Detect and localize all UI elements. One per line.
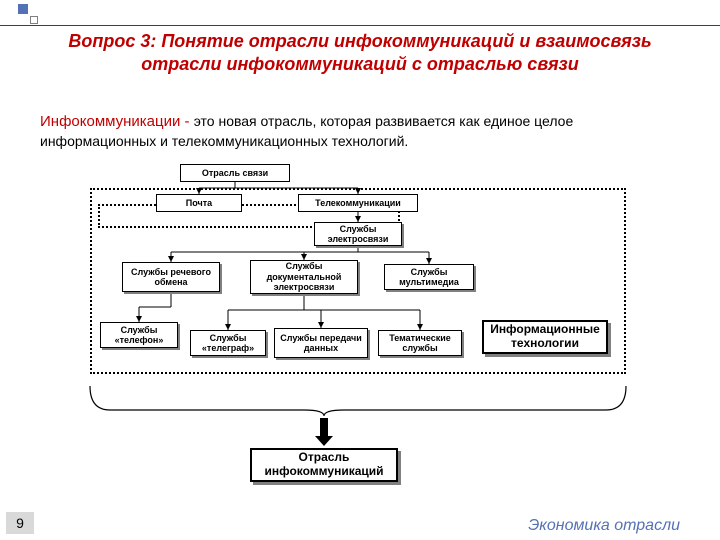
node-media: Службы мультимедиа: [384, 264, 474, 290]
node-electro: Службы электросвязи: [314, 222, 402, 246]
node-telegraph: Службы «телеграф»: [190, 330, 266, 356]
footer-text: Экономика отрасли: [528, 517, 680, 535]
node-telecom: Телекоммуникации: [298, 194, 418, 212]
node-result: Отрасль инфокоммуникаций: [250, 448, 398, 482]
deco-square-filled: [18, 4, 28, 14]
page-number: 9: [6, 512, 34, 534]
node-thematic: Тематические службы: [378, 330, 462, 356]
node-root: Отрасль связи: [180, 164, 290, 182]
intro-text: Инфокоммуникации - это новая отрасль, ко…: [40, 112, 680, 151]
diagram: Отрасль связи Почта Телекоммуникации Службы…: [60, 164, 660, 484]
node-it: Информационные технологии: [482, 320, 608, 354]
deco-square-outline: [30, 16, 38, 24]
node-speech: Службы речевого обмена: [122, 262, 220, 292]
node-phone: Службы «телефон»: [100, 322, 178, 348]
decoration-line: [0, 25, 720, 26]
node-post: Почта: [156, 194, 242, 212]
node-datax: Службы передачи данных: [274, 328, 368, 358]
node-doc: Службы документальной электросвязи: [250, 260, 358, 294]
slide-title: Вопрос 3: Понятие отрасли инфокоммуникац…: [40, 30, 680, 75]
intro-term: Инфокоммуникации -: [40, 113, 194, 130]
